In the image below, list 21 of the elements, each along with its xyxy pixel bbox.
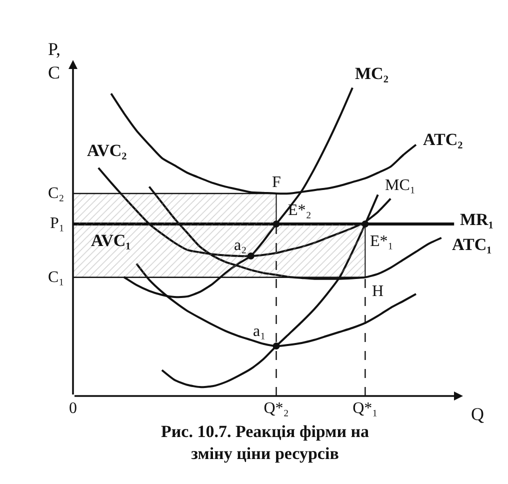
series-label: AVC₂	[87, 141, 127, 160]
series-label: E*₁	[370, 233, 394, 250]
annotation: F	[272, 174, 281, 191]
series-label: a₁	[253, 323, 266, 340]
series-label: C₁	[48, 269, 64, 286]
series-label: MC₂	[355, 64, 388, 83]
series-label: ATC₁	[452, 235, 492, 254]
x-tick-label: 0	[69, 400, 77, 417]
text: Рис. 10.7. Реакція фірми на зміну ціни ресурсів	[161, 422, 370, 464]
series-label: a₂	[234, 237, 247, 254]
x-tick-label: Q*₁	[352, 400, 378, 417]
annotation: H	[372, 283, 384, 300]
series-label: P₁	[50, 215, 64, 232]
series-label: AVC₁	[91, 231, 131, 250]
y-axis-title: P, C	[48, 39, 61, 82]
x-tick-label: Q*₂	[264, 400, 289, 417]
series-label: MR₁	[460, 210, 494, 229]
series-label: MC₁	[385, 177, 416, 194]
series-label: ATC₂	[423, 130, 463, 149]
x-axis-title: Q	[471, 404, 484, 424]
series-label: C₂	[48, 185, 64, 202]
